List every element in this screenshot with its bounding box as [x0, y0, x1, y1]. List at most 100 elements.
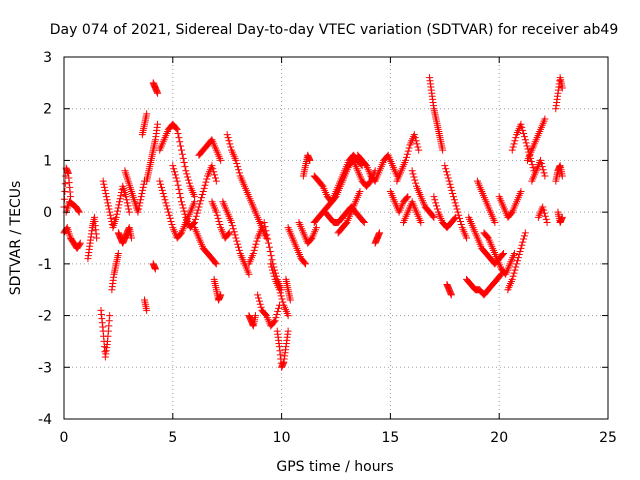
data-point: [414, 143, 422, 151]
data-point: [235, 246, 243, 254]
data-point: [254, 291, 262, 299]
data-point: [162, 199, 170, 207]
data-point: [217, 156, 225, 164]
data-point: [261, 223, 269, 231]
data-point: [510, 269, 518, 277]
data-point: [256, 300, 264, 308]
data-point: [312, 224, 320, 232]
data-point: [516, 247, 524, 255]
data-point: [441, 162, 449, 170]
data-point: [518, 123, 526, 131]
data-point: [411, 134, 419, 142]
data-point: [267, 260, 275, 268]
data-point: [439, 146, 447, 154]
data-point: [408, 167, 416, 175]
data-point: [417, 218, 425, 226]
data-point: [134, 208, 142, 216]
data-point: [514, 254, 522, 262]
data-point: [515, 251, 523, 259]
data-point: [541, 212, 549, 220]
data-point: [410, 173, 418, 181]
data-point: [508, 146, 516, 154]
data-point: [483, 233, 491, 241]
data-point: [177, 194, 185, 202]
data-point: [366, 178, 374, 186]
data-point: [190, 220, 198, 228]
data-point: [520, 130, 528, 138]
data-point: [211, 259, 219, 267]
data-point: [103, 196, 111, 204]
data-point: [178, 198, 186, 206]
data-point: [75, 208, 83, 216]
data-point: [215, 217, 223, 225]
data-point: [456, 214, 464, 222]
data-point: [179, 204, 187, 212]
data-point: [445, 177, 453, 185]
y-tick-label: 2: [43, 102, 52, 118]
data-point: [446, 180, 454, 188]
data-point: [456, 217, 464, 225]
data-point: [404, 193, 412, 201]
data-point: [430, 193, 438, 201]
data-point: [508, 275, 516, 283]
data-point: [268, 256, 276, 264]
data-point: [430, 213, 438, 221]
data-point: [212, 177, 220, 185]
data-point: [511, 266, 519, 274]
y-axis-label: SDTVAR / TECUs: [8, 181, 24, 296]
data-point: [376, 229, 384, 237]
data-point: [537, 160, 545, 168]
data-point: [499, 251, 507, 259]
data-point: [429, 212, 437, 220]
data-point: [522, 139, 530, 147]
data-point: [200, 184, 208, 192]
data-point: [174, 130, 182, 138]
data-point: [327, 199, 335, 207]
data-point: [520, 235, 528, 243]
data-point: [266, 247, 274, 255]
data-point: [225, 230, 233, 238]
x-tick-label: 10: [273, 430, 291, 446]
data-point: [180, 158, 188, 166]
data-point: [137, 193, 145, 201]
data-point: [216, 221, 224, 229]
data-point: [202, 178, 210, 186]
data-point: [230, 228, 238, 236]
data-point: [99, 177, 107, 185]
data-point: [307, 235, 315, 243]
data-point: [403, 153, 411, 161]
data-point: [166, 214, 174, 222]
data-point: [178, 150, 186, 158]
data-point: [452, 202, 460, 210]
data-point: [450, 193, 458, 201]
data-point: [201, 181, 209, 189]
data-point: [93, 234, 101, 242]
data-point: [104, 199, 112, 207]
data-point: [192, 212, 200, 220]
data-point: [233, 160, 241, 168]
x-tick-label: 25: [599, 430, 617, 446]
data-point: [181, 210, 189, 218]
data-point: [228, 222, 236, 230]
data-point: [342, 220, 350, 228]
data-point: [224, 134, 232, 142]
data-point: [431, 196, 439, 204]
y-tick-label: 1: [43, 153, 52, 169]
data-point: [179, 154, 187, 162]
data-point: [433, 205, 441, 213]
data-point: [262, 227, 270, 235]
data-point: [268, 263, 276, 271]
data-point: [519, 238, 527, 246]
data-point: [159, 190, 167, 198]
data-point: [454, 208, 462, 216]
data-point: [171, 171, 179, 179]
data-point: [112, 213, 120, 221]
data-point: [114, 250, 122, 258]
data-point: [175, 134, 183, 142]
data-point: [135, 205, 143, 213]
data-point: [194, 206, 202, 214]
data-point: [500, 250, 508, 258]
data-point: [217, 291, 225, 299]
data-point: [184, 173, 192, 181]
